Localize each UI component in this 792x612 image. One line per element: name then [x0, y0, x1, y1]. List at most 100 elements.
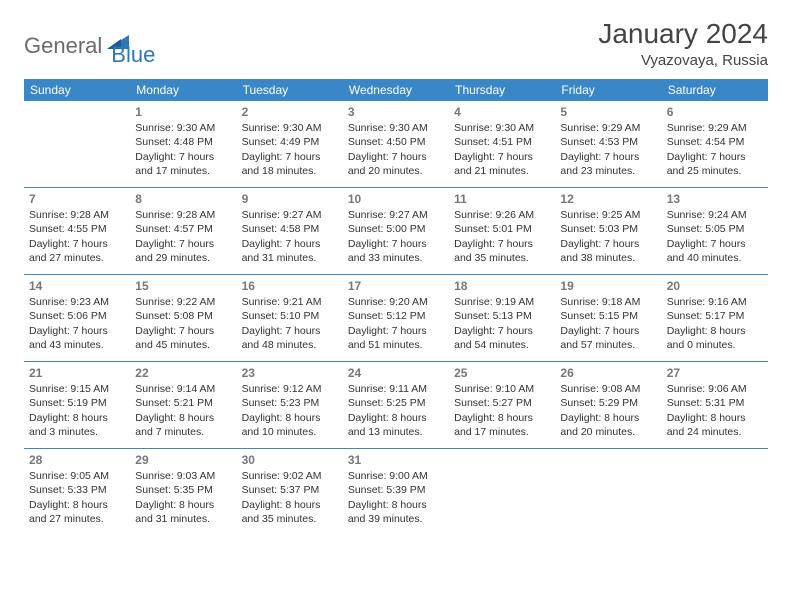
sunrise-line: Sunrise: 9:23 AM — [29, 295, 125, 309]
sunrise-line: Sunrise: 9:25 AM — [560, 208, 656, 222]
daylight-line: Daylight: 8 hours and 24 minutes. — [667, 411, 763, 439]
sunrise-line: Sunrise: 9:22 AM — [135, 295, 231, 309]
daylight-line: Daylight: 7 hours and 51 minutes. — [348, 324, 444, 352]
page-title: January 2024 — [598, 18, 768, 50]
calendar-cell: 2Sunrise: 9:30 AMSunset: 4:49 PMDaylight… — [237, 101, 343, 187]
calendar-cell: 5Sunrise: 9:29 AMSunset: 4:53 PMDaylight… — [555, 101, 661, 187]
sunset-line: Sunset: 5:00 PM — [348, 222, 444, 236]
sunset-line: Sunset: 5:06 PM — [29, 309, 125, 323]
daylight-line: Daylight: 7 hours and 43 minutes. — [29, 324, 125, 352]
day-number: 30 — [242, 452, 338, 468]
sunrise-line: Sunrise: 9:26 AM — [454, 208, 550, 222]
day-number: 21 — [29, 365, 125, 381]
day-number: 22 — [135, 365, 231, 381]
day-number: 29 — [135, 452, 231, 468]
sunrise-line: Sunrise: 9:30 AM — [348, 121, 444, 135]
dayname-sunday: Sunday — [24, 79, 130, 101]
sunset-line: Sunset: 5:37 PM — [242, 483, 338, 497]
daylight-line: Daylight: 7 hours and 21 minutes. — [454, 150, 550, 178]
sunset-line: Sunset: 5:29 PM — [560, 396, 656, 410]
page-subtitle: Vyazovaya, Russia — [598, 52, 768, 69]
logo-word-blue: Blue — [111, 42, 155, 68]
sunset-line: Sunset: 5:10 PM — [242, 309, 338, 323]
sunrise-line: Sunrise: 9:12 AM — [242, 382, 338, 396]
day-number: 17 — [348, 278, 444, 294]
calendar-page: General Blue January 2024 Vyazovaya, Rus… — [0, 0, 792, 545]
calendar-cell: 13Sunrise: 9:24 AMSunset: 5:05 PMDayligh… — [662, 188, 768, 274]
sunrise-line: Sunrise: 9:05 AM — [29, 469, 125, 483]
sunrise-line: Sunrise: 9:30 AM — [242, 121, 338, 135]
calendar-cell: 4Sunrise: 9:30 AMSunset: 4:51 PMDaylight… — [449, 101, 555, 187]
day-number: 28 — [29, 452, 125, 468]
sunrise-line: Sunrise: 9:28 AM — [29, 208, 125, 222]
calendar-cell: 20Sunrise: 9:16 AMSunset: 5:17 PMDayligh… — [662, 275, 768, 361]
sunset-line: Sunset: 4:51 PM — [454, 135, 550, 149]
daylight-line: Daylight: 8 hours and 39 minutes. — [348, 498, 444, 526]
calendar-body: 1Sunrise: 9:30 AMSunset: 4:48 PMDaylight… — [24, 101, 768, 535]
sunset-line: Sunset: 5:03 PM — [560, 222, 656, 236]
day-number: 15 — [135, 278, 231, 294]
day-number: 24 — [348, 365, 444, 381]
sunrise-line: Sunrise: 9:00 AM — [348, 469, 444, 483]
day-number: 8 — [135, 191, 231, 207]
day-number: 4 — [454, 104, 550, 120]
calendar-row: 1Sunrise: 9:30 AMSunset: 4:48 PMDaylight… — [24, 101, 768, 187]
calendar-cell: 30Sunrise: 9:02 AMSunset: 5:37 PMDayligh… — [237, 449, 343, 535]
daylight-line: Daylight: 7 hours and 48 minutes. — [242, 324, 338, 352]
calendar-cell — [555, 449, 661, 535]
sunrise-line: Sunrise: 9:24 AM — [667, 208, 763, 222]
sunset-line: Sunset: 5:08 PM — [135, 309, 231, 323]
sunrise-line: Sunrise: 9:16 AM — [667, 295, 763, 309]
calendar-cell: 31Sunrise: 9:00 AMSunset: 5:39 PMDayligh… — [343, 449, 449, 535]
daylight-line: Daylight: 8 hours and 3 minutes. — [29, 411, 125, 439]
day-number: 9 — [242, 191, 338, 207]
sunset-line: Sunset: 5:19 PM — [29, 396, 125, 410]
daylight-line: Daylight: 7 hours and 31 minutes. — [242, 237, 338, 265]
daylight-line: Daylight: 8 hours and 27 minutes. — [29, 498, 125, 526]
sunset-line: Sunset: 5:21 PM — [135, 396, 231, 410]
dayname-saturday: Saturday — [662, 79, 768, 101]
day-number: 5 — [560, 104, 656, 120]
daylight-line: Daylight: 8 hours and 20 minutes. — [560, 411, 656, 439]
calendar-cell: 22Sunrise: 9:14 AMSunset: 5:21 PMDayligh… — [130, 362, 236, 448]
calendar-cell: 24Sunrise: 9:11 AMSunset: 5:25 PMDayligh… — [343, 362, 449, 448]
sunset-line: Sunset: 5:25 PM — [348, 396, 444, 410]
daylight-line: Daylight: 7 hours and 18 minutes. — [242, 150, 338, 178]
calendar-cell: 19Sunrise: 9:18 AMSunset: 5:15 PMDayligh… — [555, 275, 661, 361]
day-number: 14 — [29, 278, 125, 294]
calendar-cell: 9Sunrise: 9:27 AMSunset: 4:58 PMDaylight… — [237, 188, 343, 274]
day-number: 6 — [667, 104, 763, 120]
sunset-line: Sunset: 4:50 PM — [348, 135, 444, 149]
sunset-line: Sunset: 5:35 PM — [135, 483, 231, 497]
day-number: 20 — [667, 278, 763, 294]
sunrise-line: Sunrise: 9:30 AM — [454, 121, 550, 135]
calendar-header-row: Sunday Monday Tuesday Wednesday Thursday… — [24, 79, 768, 101]
day-number: 26 — [560, 365, 656, 381]
page-header: General Blue January 2024 Vyazovaya, Rus… — [24, 18, 768, 69]
sunrise-line: Sunrise: 9:19 AM — [454, 295, 550, 309]
calendar-cell: 26Sunrise: 9:08 AMSunset: 5:29 PMDayligh… — [555, 362, 661, 448]
calendar-cell: 25Sunrise: 9:10 AMSunset: 5:27 PMDayligh… — [449, 362, 555, 448]
day-number: 31 — [348, 452, 444, 468]
daylight-line: Daylight: 7 hours and 45 minutes. — [135, 324, 231, 352]
sunrise-line: Sunrise: 9:27 AM — [242, 208, 338, 222]
sunset-line: Sunset: 5:01 PM — [454, 222, 550, 236]
calendar-cell: 15Sunrise: 9:22 AMSunset: 5:08 PMDayligh… — [130, 275, 236, 361]
daylight-line: Daylight: 8 hours and 0 minutes. — [667, 324, 763, 352]
calendar-cell: 14Sunrise: 9:23 AMSunset: 5:06 PMDayligh… — [24, 275, 130, 361]
calendar: Sunday Monday Tuesday Wednesday Thursday… — [24, 79, 768, 535]
sunset-line: Sunset: 5:39 PM — [348, 483, 444, 497]
sunset-line: Sunset: 4:57 PM — [135, 222, 231, 236]
day-number: 12 — [560, 191, 656, 207]
day-number: 10 — [348, 191, 444, 207]
dayname-thursday: Thursday — [449, 79, 555, 101]
daylight-line: Daylight: 7 hours and 17 minutes. — [135, 150, 231, 178]
daylight-line: Daylight: 7 hours and 23 minutes. — [560, 150, 656, 178]
logo-word-general: General — [24, 33, 102, 59]
calendar-cell: 29Sunrise: 9:03 AMSunset: 5:35 PMDayligh… — [130, 449, 236, 535]
sunset-line: Sunset: 5:23 PM — [242, 396, 338, 410]
calendar-cell — [662, 449, 768, 535]
sunset-line: Sunset: 5:27 PM — [454, 396, 550, 410]
day-number: 16 — [242, 278, 338, 294]
logo: General Blue — [24, 18, 155, 68]
